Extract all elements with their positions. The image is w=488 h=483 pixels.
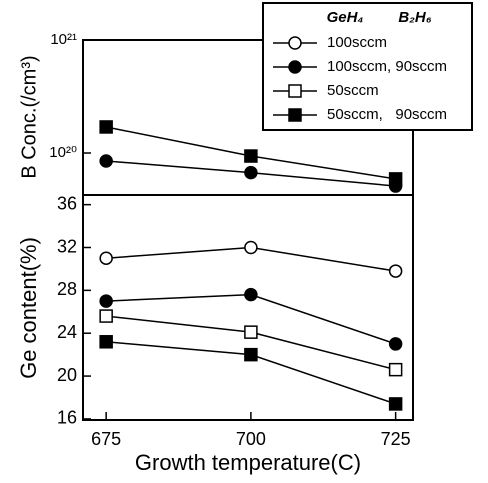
marker	[99, 120, 113, 134]
marker	[244, 149, 258, 163]
y-tick-label: 16	[57, 408, 77, 428]
bottom-frame	[82, 194, 414, 421]
legend-header: B₂H₆	[398, 9, 431, 26]
y-tick-label: 36	[57, 193, 77, 213]
legend-label: 50sccm, 90sccm	[327, 106, 447, 123]
marker	[99, 335, 113, 349]
x-tick-label: 675	[91, 429, 121, 449]
x-tick-label: 700	[236, 429, 266, 449]
marker	[244, 347, 258, 362]
marker	[99, 251, 113, 265]
marker	[244, 240, 258, 255]
legend-label: 50sccm	[327, 82, 379, 99]
y-axis-label: B Conc.(/cm³)	[18, 55, 40, 178]
legend: GeH₄ B₂H₆ 100sccm 100sccm, 90sccm 50sccm 50sc…	[262, 2, 473, 131]
y-tick-label: 32	[57, 236, 77, 256]
marker	[388, 264, 403, 278]
legend-label: 100sccm, 90sccm	[327, 58, 447, 75]
legend-marker	[288, 60, 302, 74]
y-tick-label: 24	[57, 322, 77, 342]
y-tick-label: 10²¹	[50, 31, 77, 48]
y-axis-label: Ge content(%)	[16, 237, 41, 379]
y-tick-label: 28	[57, 279, 77, 299]
marker	[244, 287, 258, 302]
marker	[244, 165, 258, 180]
legend-label: 100sccm	[327, 34, 387, 51]
marker	[99, 154, 113, 168]
x-tick-label: 725	[381, 429, 411, 449]
marker	[388, 172, 403, 186]
x-axis-label: Growth temperature(C)	[135, 450, 361, 475]
legend-marker	[288, 108, 302, 122]
marker	[99, 294, 113, 308]
y-tick-label: 10²⁰	[49, 144, 77, 161]
marker	[388, 362, 403, 377]
marker	[388, 337, 403, 351]
series-line	[106, 315, 396, 371]
marker	[244, 325, 258, 339]
y-tick-label: 20	[57, 365, 77, 385]
legend-marker	[288, 84, 302, 98]
marker	[99, 309, 113, 323]
legend-header: GeH₄	[327, 9, 364, 26]
marker	[388, 397, 403, 411]
legend-marker	[288, 36, 302, 50]
